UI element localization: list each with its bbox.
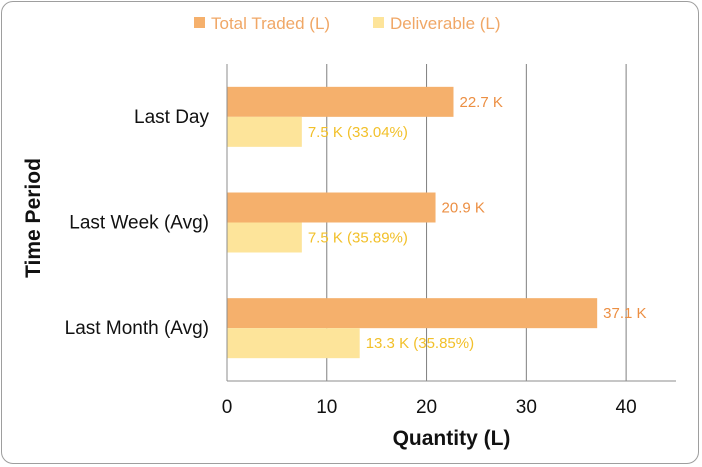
- bar-data-label: 37.1 K: [603, 305, 646, 322]
- bars: [227, 86, 598, 359]
- bar: [227, 192, 436, 223]
- y-axis-title: Time Period: [22, 158, 45, 278]
- bar: [227, 116, 302, 147]
- category-label: Last Week (Avg): [69, 213, 209, 234]
- bar: [227, 298, 598, 329]
- bar-data-label: 22.7 K: [459, 94, 502, 111]
- category-label: Last Day: [134, 107, 209, 128]
- bar-data-label: 7.5 K (33.04%): [308, 124, 408, 141]
- bar-data-label: 20.9 K: [442, 200, 485, 217]
- bar-data-label: 13.3 K (35.85%): [366, 335, 474, 352]
- x-tick-labels: 0 10 20 30 40: [222, 397, 637, 418]
- category-labels: Last Day Last Week (Avg) Last Month (Avg): [65, 107, 210, 339]
- legend-swatch: [373, 17, 384, 28]
- bar: [227, 328, 360, 359]
- bar: [227, 86, 454, 117]
- legend-swatch: [194, 17, 205, 28]
- bar: [227, 222, 302, 253]
- x-tick-label: 10: [316, 397, 337, 418]
- x-tick-label: 40: [616, 397, 637, 418]
- legend-label: Total Traded (L): [211, 14, 330, 33]
- category-label: Last Month (Avg): [65, 318, 209, 339]
- legend-label: Deliverable (L): [390, 14, 501, 33]
- x-tick-label: 0: [222, 397, 233, 418]
- bar-data-label: 7.5 K (35.89%): [308, 230, 408, 247]
- x-tick-label: 30: [516, 397, 537, 418]
- legend: Total Traded (L) Deliverable (L): [194, 14, 501, 33]
- x-tick-label: 20: [416, 397, 437, 418]
- data-labels: 22.7 K 7.5 K (33.04%) 20.9 K 7.5 K (35.89%)…: [308, 94, 647, 352]
- x-axis-title: Quantity (L): [393, 427, 511, 450]
